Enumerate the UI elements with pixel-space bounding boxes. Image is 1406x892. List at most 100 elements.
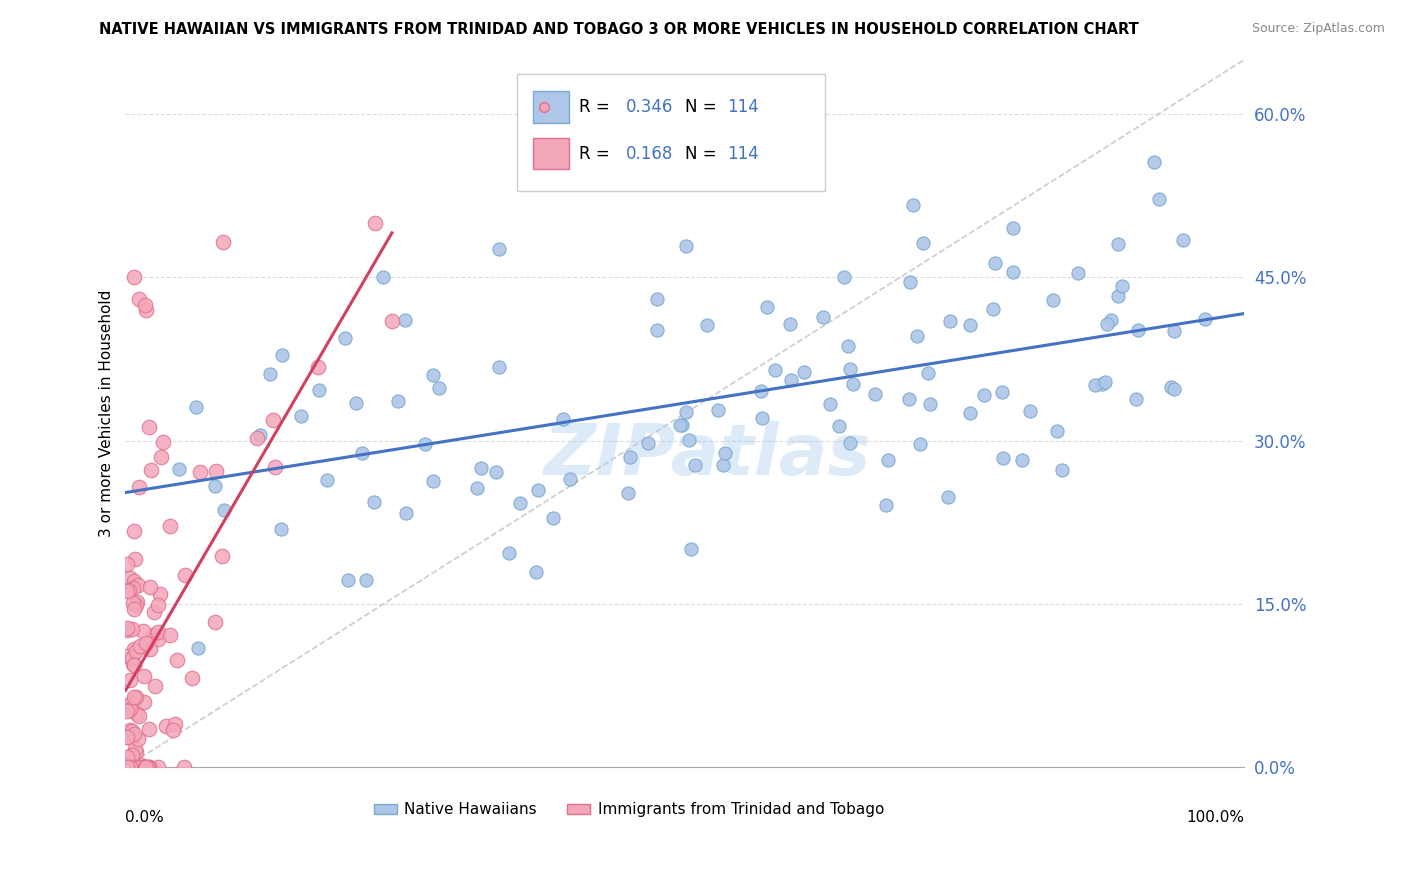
Point xyxy=(146,760,169,774)
Point xyxy=(832,269,855,284)
Point xyxy=(118,760,141,774)
Point xyxy=(344,396,367,410)
Point xyxy=(115,704,138,718)
Point xyxy=(149,450,172,464)
Point xyxy=(1084,377,1107,392)
Point xyxy=(842,377,865,392)
Point xyxy=(1160,380,1182,394)
Point xyxy=(117,557,139,571)
Point xyxy=(142,628,165,642)
Point xyxy=(811,310,834,324)
Point xyxy=(668,418,690,433)
Point xyxy=(387,394,409,409)
Point xyxy=(616,486,638,500)
Point xyxy=(125,644,148,658)
Point xyxy=(839,362,862,376)
Point xyxy=(991,385,1014,400)
Point xyxy=(121,650,143,665)
Point xyxy=(138,760,160,774)
Point xyxy=(315,473,337,487)
Point xyxy=(714,446,737,460)
Point xyxy=(205,464,228,478)
Point xyxy=(139,641,162,656)
Point xyxy=(135,636,157,650)
Point xyxy=(271,348,294,362)
Point xyxy=(121,760,143,774)
Point xyxy=(187,641,209,656)
Point xyxy=(138,722,160,736)
Point xyxy=(246,431,269,445)
Point xyxy=(1011,453,1033,467)
Point xyxy=(141,463,163,477)
Point xyxy=(180,671,202,685)
Point xyxy=(959,318,981,332)
Point xyxy=(413,437,436,451)
Point xyxy=(138,760,160,774)
Point xyxy=(132,695,155,709)
Text: 100.0%: 100.0% xyxy=(1187,810,1244,825)
Point xyxy=(128,709,150,723)
Point xyxy=(1107,237,1129,252)
Point xyxy=(121,760,143,774)
Point xyxy=(159,518,181,533)
Point xyxy=(146,598,169,612)
Point xyxy=(364,216,387,230)
Point xyxy=(1194,311,1216,326)
Point xyxy=(129,639,152,653)
Point xyxy=(121,581,143,595)
Point xyxy=(122,690,145,704)
Text: 0.168: 0.168 xyxy=(626,145,673,162)
Point xyxy=(1143,154,1166,169)
Point xyxy=(779,373,801,387)
Point xyxy=(498,546,520,560)
Point xyxy=(558,472,581,486)
Point xyxy=(991,450,1014,465)
Point xyxy=(125,706,148,721)
Point xyxy=(527,483,550,497)
Point xyxy=(488,360,510,375)
Point xyxy=(1046,424,1069,438)
Point xyxy=(128,480,150,494)
Point xyxy=(647,293,669,307)
Point xyxy=(124,742,146,756)
Point xyxy=(142,605,165,619)
Point xyxy=(118,760,141,774)
Point xyxy=(249,427,271,442)
Point xyxy=(117,760,139,774)
Point xyxy=(115,624,138,638)
Point xyxy=(905,329,928,343)
Point xyxy=(707,402,730,417)
Point xyxy=(115,730,138,744)
Point xyxy=(1001,265,1024,279)
Point xyxy=(146,625,169,640)
Point xyxy=(115,750,138,764)
Point xyxy=(143,679,166,693)
Point xyxy=(779,318,801,332)
Point xyxy=(1095,317,1118,331)
Point xyxy=(138,760,160,774)
Point xyxy=(211,235,233,250)
Point xyxy=(152,435,174,450)
Point xyxy=(1111,279,1133,293)
Text: 114: 114 xyxy=(727,98,759,116)
Point xyxy=(115,649,138,664)
Point xyxy=(1171,233,1194,247)
Point xyxy=(134,760,156,774)
Point xyxy=(117,760,139,774)
Point xyxy=(135,303,157,318)
Point xyxy=(214,503,236,517)
Point xyxy=(134,760,156,774)
Point xyxy=(134,297,156,311)
Point xyxy=(984,256,1007,270)
Point xyxy=(765,363,787,377)
Point xyxy=(121,622,143,636)
Point xyxy=(876,453,898,467)
Point xyxy=(1002,220,1025,235)
Point xyxy=(918,397,941,411)
Point xyxy=(898,275,921,289)
Point xyxy=(115,583,138,598)
Point xyxy=(122,658,145,673)
Point xyxy=(146,632,169,646)
Point xyxy=(128,760,150,774)
Point xyxy=(903,198,925,212)
